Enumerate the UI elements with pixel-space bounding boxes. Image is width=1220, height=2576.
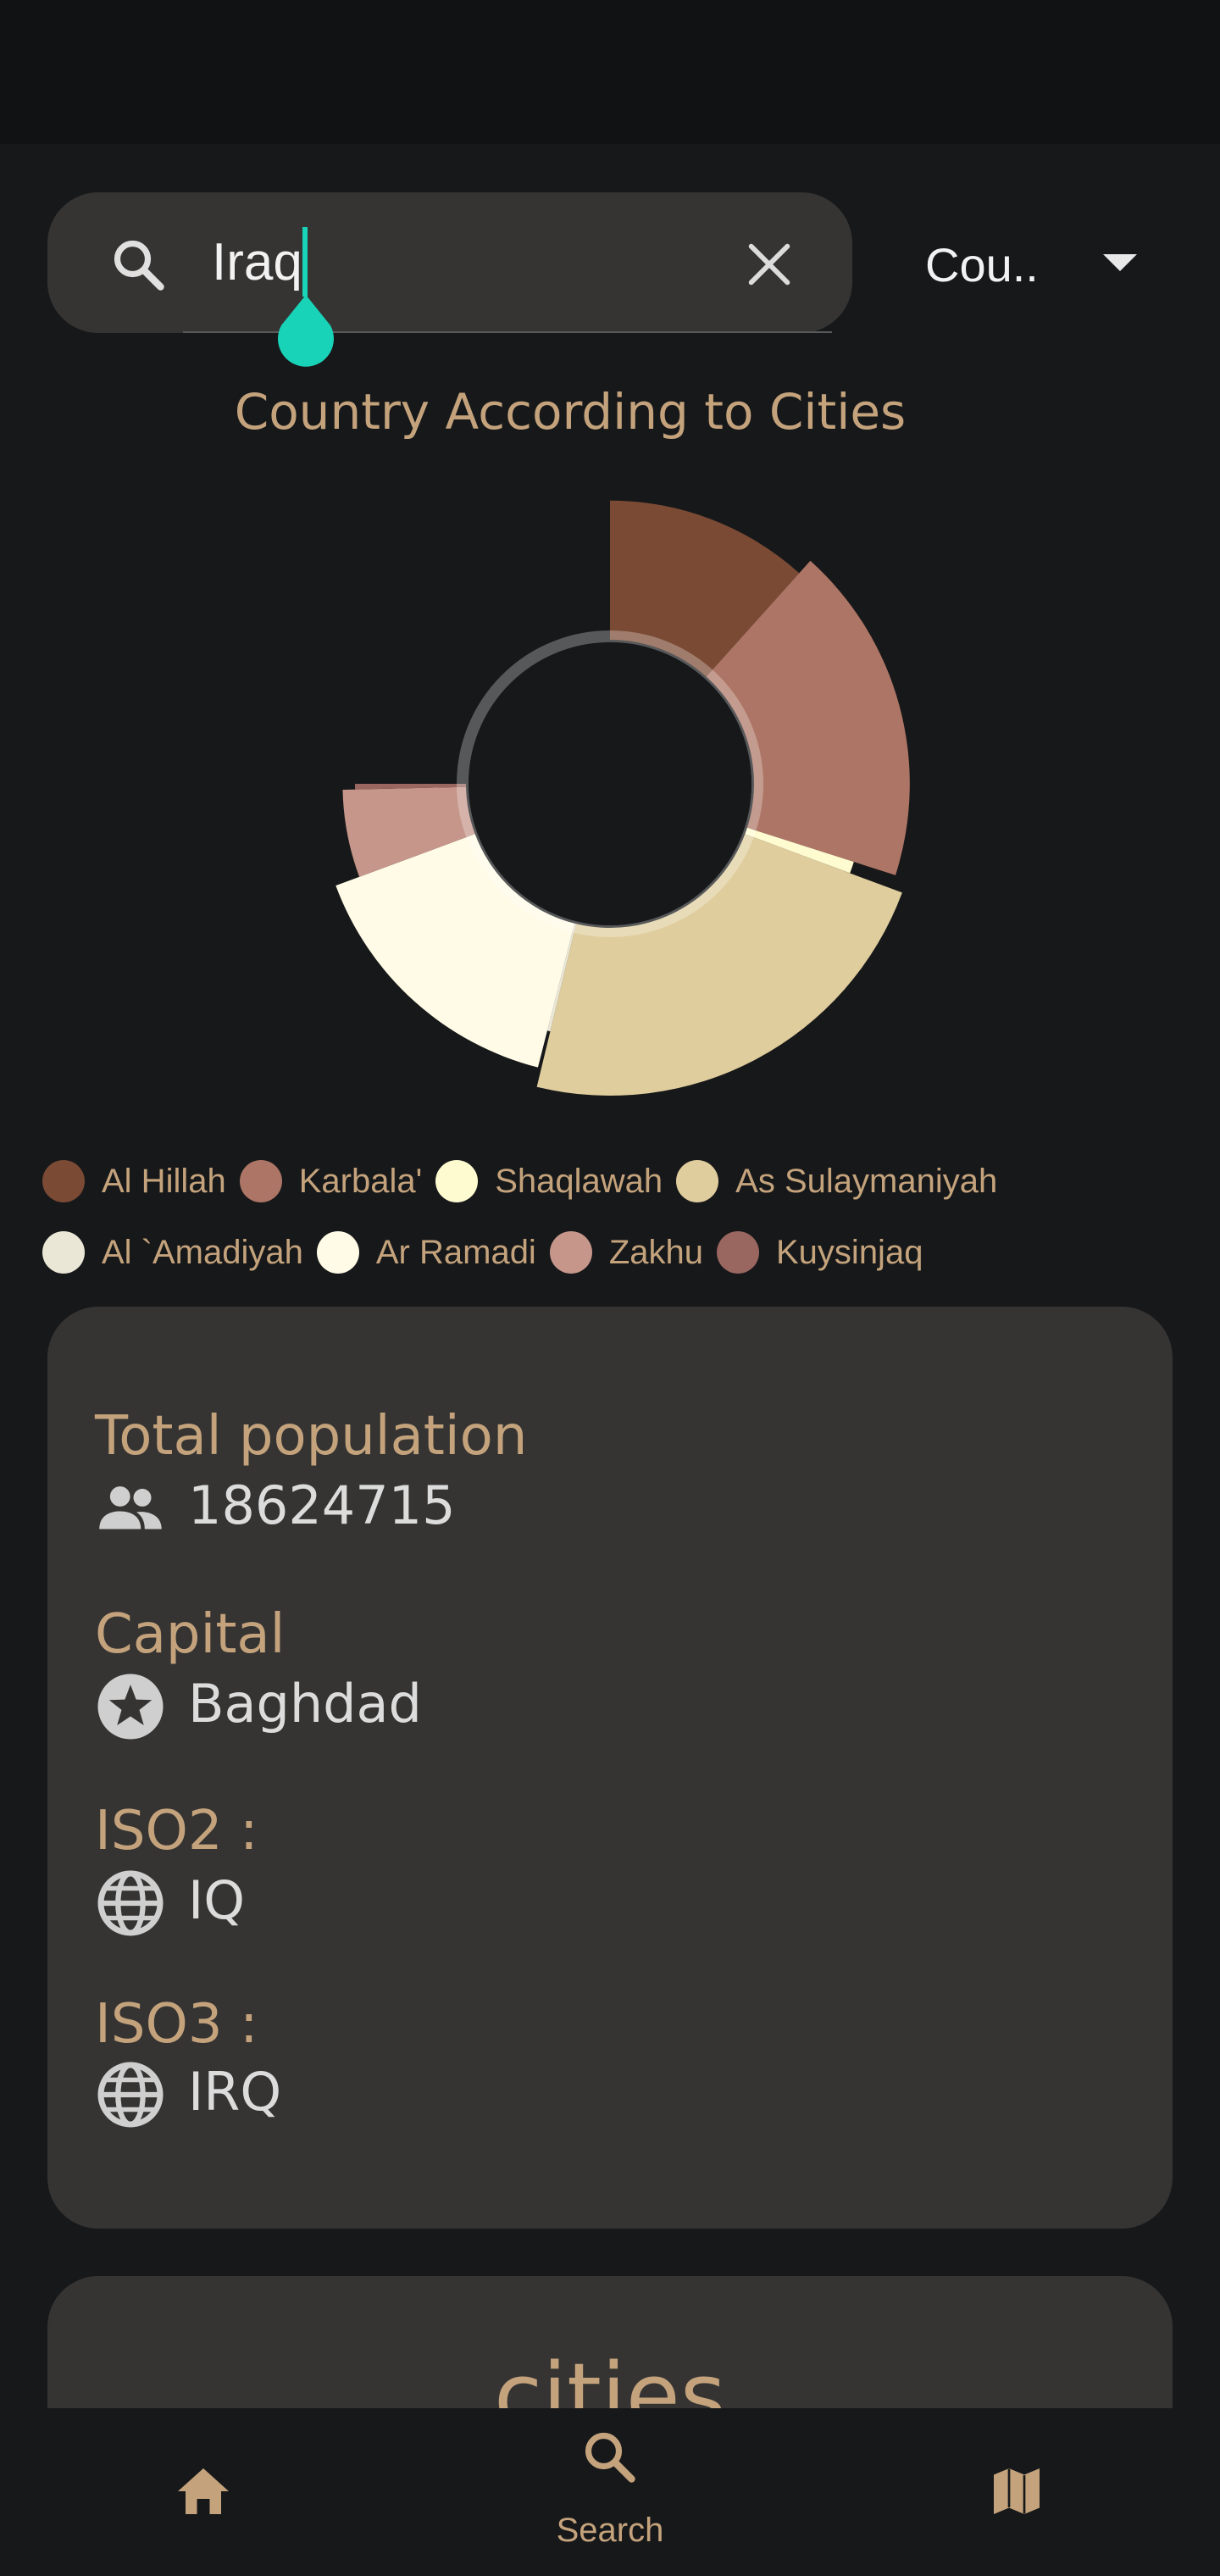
nav-map[interactable] bbox=[915, 2408, 1118, 2576]
capital-value: Baghdad bbox=[188, 1673, 422, 1735]
donut-inner-ring bbox=[457, 630, 763, 937]
population-value: 18624715 bbox=[188, 1474, 456, 1536]
legend-item[interactable]: Al `Amadiyah bbox=[42, 1231, 303, 1274]
pie-slice-as-sulaymaniyah[interactable] bbox=[536, 834, 902, 1096]
pie-slice-zakhu[interactable] bbox=[342, 786, 475, 877]
people-icon bbox=[99, 1486, 162, 1530]
iso3-label: ISO3 : bbox=[95, 1993, 258, 2056]
legend-swatch bbox=[42, 1160, 85, 1202]
status-bar bbox=[0, 0, 1220, 144]
donut-hole bbox=[469, 642, 751, 925]
iso2-label: ISO2 : bbox=[95, 1800, 258, 1863]
chevron-down-icon bbox=[1103, 254, 1137, 271]
bottom-navigation: Search bbox=[0, 2408, 1220, 2576]
chart-legend: Al Hillah Karbala' Shaqlawah As Sulaymaniya… bbox=[42, 1146, 1178, 1288]
legend-label: Al `Amadiyah bbox=[102, 1233, 303, 1271]
legend-swatch bbox=[239, 1160, 282, 1202]
pie-slice-shaqlawah[interactable] bbox=[745, 827, 854, 874]
legend-label: Karbala' bbox=[298, 1162, 423, 1200]
iso2-value: IQ bbox=[188, 1869, 246, 1931]
search-field[interactable] bbox=[47, 192, 852, 333]
search-icon bbox=[114, 240, 164, 291]
search-icon bbox=[585, 2432, 635, 2483]
legend-label: As Sulaymaniyah bbox=[735, 1162, 998, 1200]
pie-slice-kuysinjaq[interactable] bbox=[354, 784, 467, 790]
legend-swatch bbox=[676, 1160, 719, 1202]
legend-swatch bbox=[316, 1231, 359, 1274]
legend-label: Ar Ramadi bbox=[375, 1233, 536, 1271]
legend-item[interactable]: Al Hillah bbox=[42, 1160, 226, 1202]
legend-item[interactable]: Ar Ramadi bbox=[316, 1231, 536, 1274]
legend-label: Shaqlawah bbox=[495, 1162, 663, 1200]
pie-slice-karbala-[interactable] bbox=[706, 560, 910, 875]
home-icon bbox=[178, 2468, 229, 2514]
search-input[interactable] bbox=[212, 221, 754, 303]
dropdown-selected-value: Cou.. bbox=[925, 238, 1039, 291]
capital-label: Capital bbox=[95, 1603, 286, 1666]
pie-slice-ar-ramadi[interactable] bbox=[336, 834, 575, 1068]
legend-label: Al Hillah bbox=[102, 1162, 226, 1200]
nav-home[interactable] bbox=[102, 2408, 305, 2576]
iso3-value: IRQ bbox=[188, 2061, 282, 2123]
map-icon bbox=[994, 2468, 1040, 2514]
pie-slice-al-amadiyah[interactable] bbox=[546, 923, 577, 1032]
legend-row: Al Hillah Karbala' Shaqlawah As Sulaymaniya… bbox=[42, 1146, 1178, 1217]
globe-icon bbox=[97, 1870, 164, 1936]
category-dropdown[interactable]: Cou.. bbox=[907, 222, 1161, 307]
legend-swatch bbox=[435, 1160, 479, 1202]
nav-search[interactable]: Search bbox=[508, 2408, 712, 2576]
population-label: Total population bbox=[95, 1405, 528, 1468]
country-info-card: Total population 18624715 Capital Baghda… bbox=[47, 1307, 1173, 2229]
globe-icon bbox=[97, 2062, 164, 2128]
nav-search-label: Search bbox=[556, 2512, 664, 2549]
text-cursor bbox=[302, 227, 308, 297]
legend-label: Kuysinjaq bbox=[776, 1233, 923, 1271]
legend-item[interactable]: Shaqlawah bbox=[435, 1160, 663, 1202]
legend-label: Zakhu bbox=[608, 1233, 703, 1271]
legend-item[interactable]: Zakhu bbox=[549, 1231, 703, 1274]
close-icon[interactable] bbox=[742, 237, 796, 291]
cursor-handle-icon[interactable] bbox=[274, 295, 337, 368]
legend-item[interactable]: Karbala' bbox=[239, 1160, 423, 1202]
pie-slice-al-hillah[interactable] bbox=[610, 500, 800, 677]
star-icon bbox=[97, 1674, 164, 1740]
legend-item[interactable]: As Sulaymaniyah bbox=[676, 1160, 997, 1202]
legend-item[interactable]: Kuysinjaq bbox=[717, 1231, 923, 1274]
legend-row: Al `Amadiyah Ar Ramadi Zakhu Kuysinjaq bbox=[42, 1217, 1178, 1288]
legend-swatch bbox=[717, 1231, 759, 1274]
search-underline bbox=[183, 331, 832, 333]
legend-swatch bbox=[549, 1231, 592, 1274]
chart-title: Country According to Cities bbox=[234, 383, 907, 441]
legend-swatch bbox=[42, 1231, 85, 1274]
donut-chart bbox=[336, 500, 910, 1096]
